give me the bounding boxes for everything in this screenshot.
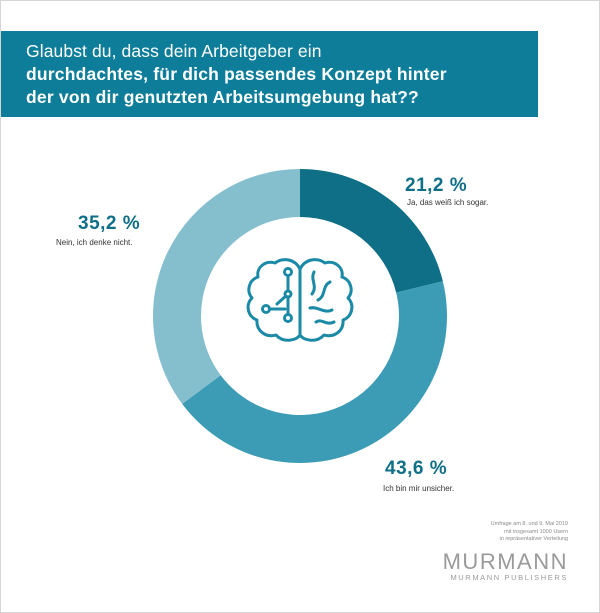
slice-label-name: Ja, das weiß ich sogar. xyxy=(407,198,489,207)
footnote-line: in repräsentativer Verteilung xyxy=(499,536,568,542)
slice-label-value: 35,2 % xyxy=(78,213,141,234)
donut-slices xyxy=(153,169,448,464)
footnote-line: mit insgesamt 1000 Usern xyxy=(504,528,568,535)
slice-label-name: Ich bin mir unsicher. xyxy=(383,484,455,493)
title-banner: Glaubst du, dass dein Arbeitgeber ein du… xyxy=(1,31,538,117)
murmann-logo: MURMANN xyxy=(442,549,568,574)
donut-slice xyxy=(182,281,448,464)
slice-label-value: 21,2 % xyxy=(405,175,468,196)
slice-label-value: 43,6 % xyxy=(385,458,448,479)
title-line-2: durchdachtes, für dich passendes Konzept… xyxy=(26,64,447,84)
footnote-line: Umfrage am 8. und 9. Mai 2019 xyxy=(490,521,568,527)
brain-circuit-icon xyxy=(246,258,354,342)
title-line-3: der von dir genutzten Arbeitsumgebung ha… xyxy=(26,87,419,107)
murmann-logo-subtitle: MURMANN PUBLISHERS xyxy=(450,573,568,582)
donut-slice xyxy=(153,169,300,404)
survey-footnote: Umfrage am 8. und 9. Mai 2019 mit insges… xyxy=(408,521,568,544)
title-line-1: Glaubst du, dass dein Arbeitgeber ein xyxy=(26,41,322,61)
slice-label-name: Nein, ich denke nicht. xyxy=(56,238,133,247)
donut-slice xyxy=(300,169,443,293)
